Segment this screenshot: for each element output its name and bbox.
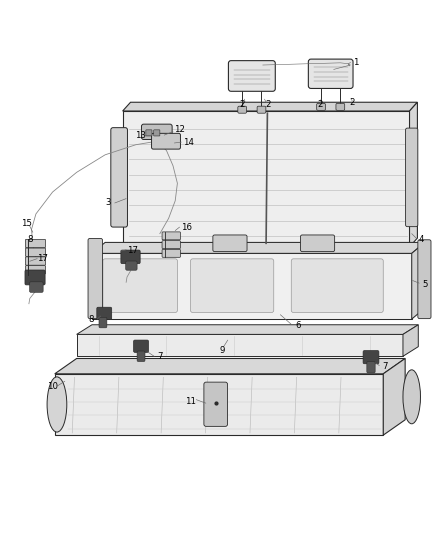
FancyBboxPatch shape xyxy=(134,340,148,352)
Text: 17: 17 xyxy=(37,254,49,263)
FancyBboxPatch shape xyxy=(213,235,247,252)
Text: 14: 14 xyxy=(183,139,194,148)
Text: 2: 2 xyxy=(350,98,355,107)
FancyBboxPatch shape xyxy=(300,235,335,252)
FancyBboxPatch shape xyxy=(146,130,152,136)
Text: 17: 17 xyxy=(127,246,138,255)
FancyBboxPatch shape xyxy=(204,382,228,426)
Text: 12: 12 xyxy=(174,125,185,134)
Text: 2: 2 xyxy=(240,100,245,109)
FancyBboxPatch shape xyxy=(137,351,145,361)
Polygon shape xyxy=(55,359,405,374)
Ellipse shape xyxy=(403,370,420,424)
Polygon shape xyxy=(410,102,417,247)
FancyBboxPatch shape xyxy=(418,240,431,319)
Text: 7: 7 xyxy=(157,352,162,361)
Text: 8: 8 xyxy=(27,235,32,244)
FancyBboxPatch shape xyxy=(336,103,345,110)
Text: 5: 5 xyxy=(422,279,427,288)
FancyBboxPatch shape xyxy=(308,59,353,88)
FancyBboxPatch shape xyxy=(25,270,45,285)
FancyBboxPatch shape xyxy=(291,259,383,312)
Text: 16: 16 xyxy=(180,223,192,232)
FancyBboxPatch shape xyxy=(121,250,140,264)
Polygon shape xyxy=(92,253,412,319)
FancyBboxPatch shape xyxy=(229,61,275,91)
FancyBboxPatch shape xyxy=(152,133,180,149)
FancyBboxPatch shape xyxy=(238,106,247,113)
FancyBboxPatch shape xyxy=(257,106,266,113)
Text: 1: 1 xyxy=(353,58,358,67)
Ellipse shape xyxy=(47,377,67,432)
FancyBboxPatch shape xyxy=(162,232,180,240)
Text: 2: 2 xyxy=(317,100,322,109)
Polygon shape xyxy=(383,359,405,435)
FancyBboxPatch shape xyxy=(126,261,137,270)
Text: 6: 6 xyxy=(295,321,300,330)
Text: 8: 8 xyxy=(88,316,94,325)
FancyBboxPatch shape xyxy=(25,257,46,265)
Text: 3: 3 xyxy=(106,198,111,207)
FancyBboxPatch shape xyxy=(317,103,325,110)
FancyBboxPatch shape xyxy=(30,282,43,292)
FancyBboxPatch shape xyxy=(154,130,160,136)
FancyBboxPatch shape xyxy=(25,239,46,248)
FancyBboxPatch shape xyxy=(367,361,375,373)
FancyBboxPatch shape xyxy=(25,248,46,256)
FancyBboxPatch shape xyxy=(111,128,127,227)
FancyBboxPatch shape xyxy=(191,259,274,312)
Polygon shape xyxy=(403,325,418,356)
FancyBboxPatch shape xyxy=(363,351,379,364)
Text: 11: 11 xyxy=(185,397,196,406)
FancyBboxPatch shape xyxy=(141,124,172,140)
Text: 7: 7 xyxy=(383,362,388,371)
Text: 10: 10 xyxy=(47,383,58,391)
Polygon shape xyxy=(412,243,425,319)
Text: 13: 13 xyxy=(134,131,146,140)
Text: 2: 2 xyxy=(266,100,271,109)
FancyBboxPatch shape xyxy=(162,241,180,248)
Text: 4: 4 xyxy=(419,235,424,244)
Text: 9: 9 xyxy=(220,346,225,355)
FancyBboxPatch shape xyxy=(99,317,107,328)
FancyBboxPatch shape xyxy=(97,307,112,319)
FancyBboxPatch shape xyxy=(88,238,102,319)
Polygon shape xyxy=(77,334,403,356)
FancyBboxPatch shape xyxy=(25,265,46,274)
Polygon shape xyxy=(77,325,418,334)
Polygon shape xyxy=(123,111,410,247)
Text: 15: 15 xyxy=(21,219,32,228)
FancyBboxPatch shape xyxy=(162,249,180,257)
FancyBboxPatch shape xyxy=(406,128,418,227)
Polygon shape xyxy=(55,374,383,435)
FancyBboxPatch shape xyxy=(103,259,177,312)
Polygon shape xyxy=(123,102,417,111)
Polygon shape xyxy=(92,243,425,253)
